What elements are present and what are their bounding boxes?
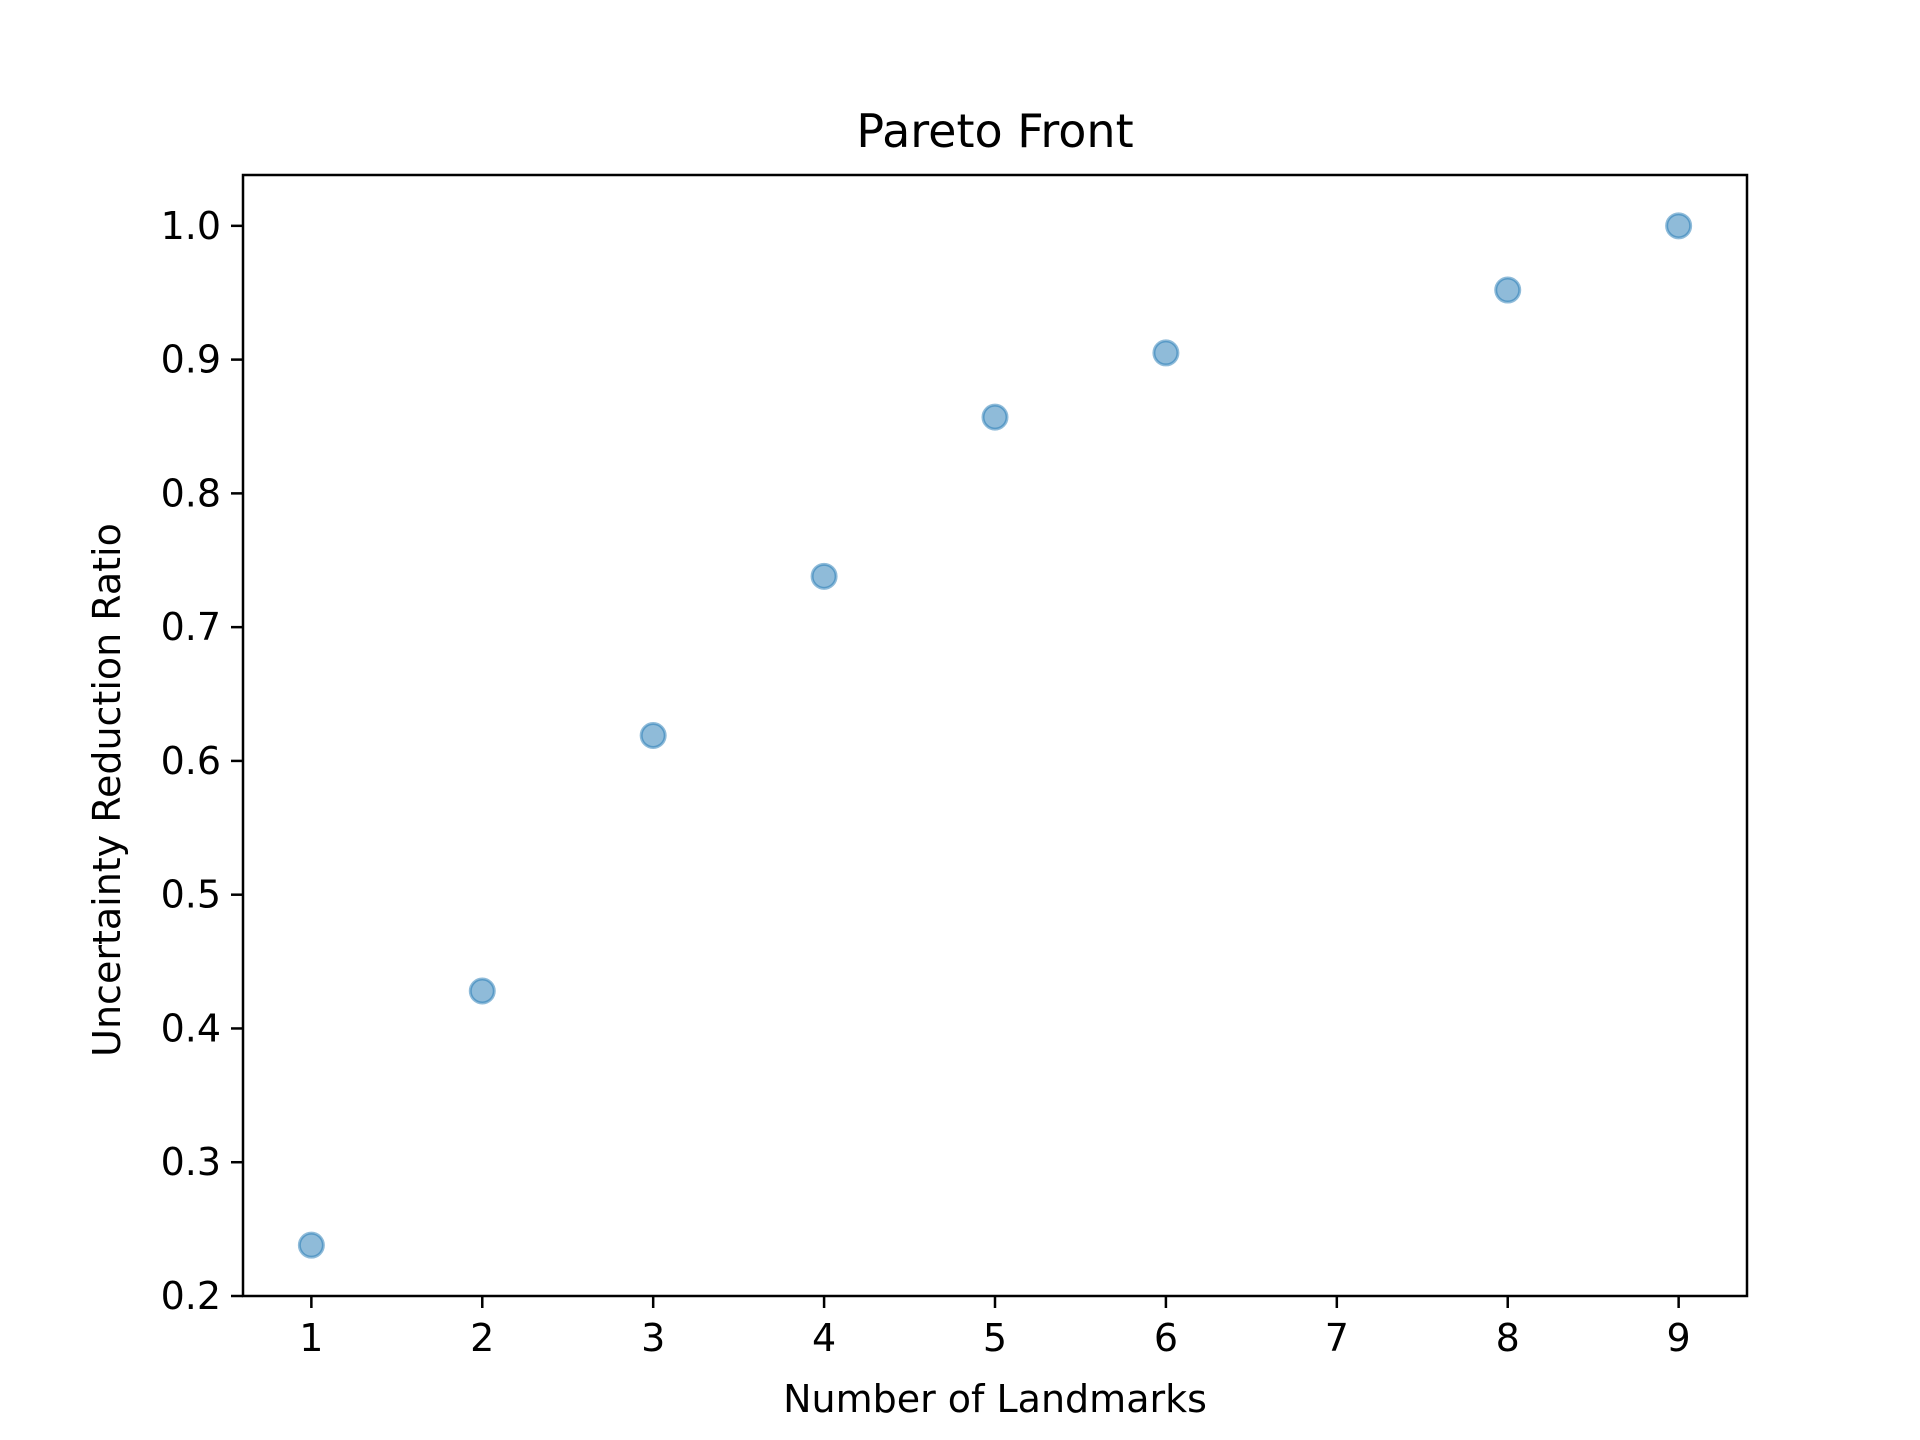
scatter-point [810, 562, 838, 590]
x-tick-label: 9 [1667, 1316, 1691, 1360]
x-tick-label: 3 [641, 1316, 665, 1360]
scatter-point [297, 1231, 325, 1259]
y-tick-label: 0.8 [161, 471, 221, 515]
scatter-point [468, 977, 496, 1005]
scatter-point [1665, 212, 1693, 240]
y-tick-label: 0.6 [161, 739, 221, 783]
scatter-point [1152, 339, 1180, 367]
scatter-point [639, 722, 667, 749]
chart-title: Pareto Front [856, 104, 1133, 158]
x-tick-label: 2 [470, 1316, 494, 1360]
y-tick-label: 0.7 [161, 605, 221, 649]
plot-area: 1 2 3 4 5 6 7 8 9 0.2 0.3 0.4 0.5 0.6 0.7 0.8 0.9 1.0 [161, 173, 1749, 1360]
scatter-point [981, 403, 1009, 431]
scatter-point [1494, 276, 1522, 304]
x-tick-label: 6 [1154, 1316, 1178, 1360]
x-tick-label: 5 [983, 1316, 1007, 1360]
y-tick-label: 0.4 [161, 1006, 221, 1050]
y-tick-label: 0.9 [161, 338, 221, 382]
x-tick-label: 8 [1496, 1316, 1520, 1360]
y-axis-label: Uncertainty Reduction Ratio [85, 523, 129, 1057]
y-tick-label: 0.3 [161, 1140, 221, 1184]
x-tick-label: 1 [299, 1316, 323, 1360]
x-tick-label: 4 [812, 1316, 836, 1360]
y-tick-label: 1.0 [161, 204, 221, 248]
y-tick-label: 0.2 [161, 1274, 221, 1318]
y-tick-label: 0.5 [161, 873, 221, 917]
x-tick-label: 7 [1325, 1316, 1349, 1360]
plot-frame [241, 173, 1749, 1298]
x-axis-label: Number of Landmarks [783, 1377, 1207, 1421]
